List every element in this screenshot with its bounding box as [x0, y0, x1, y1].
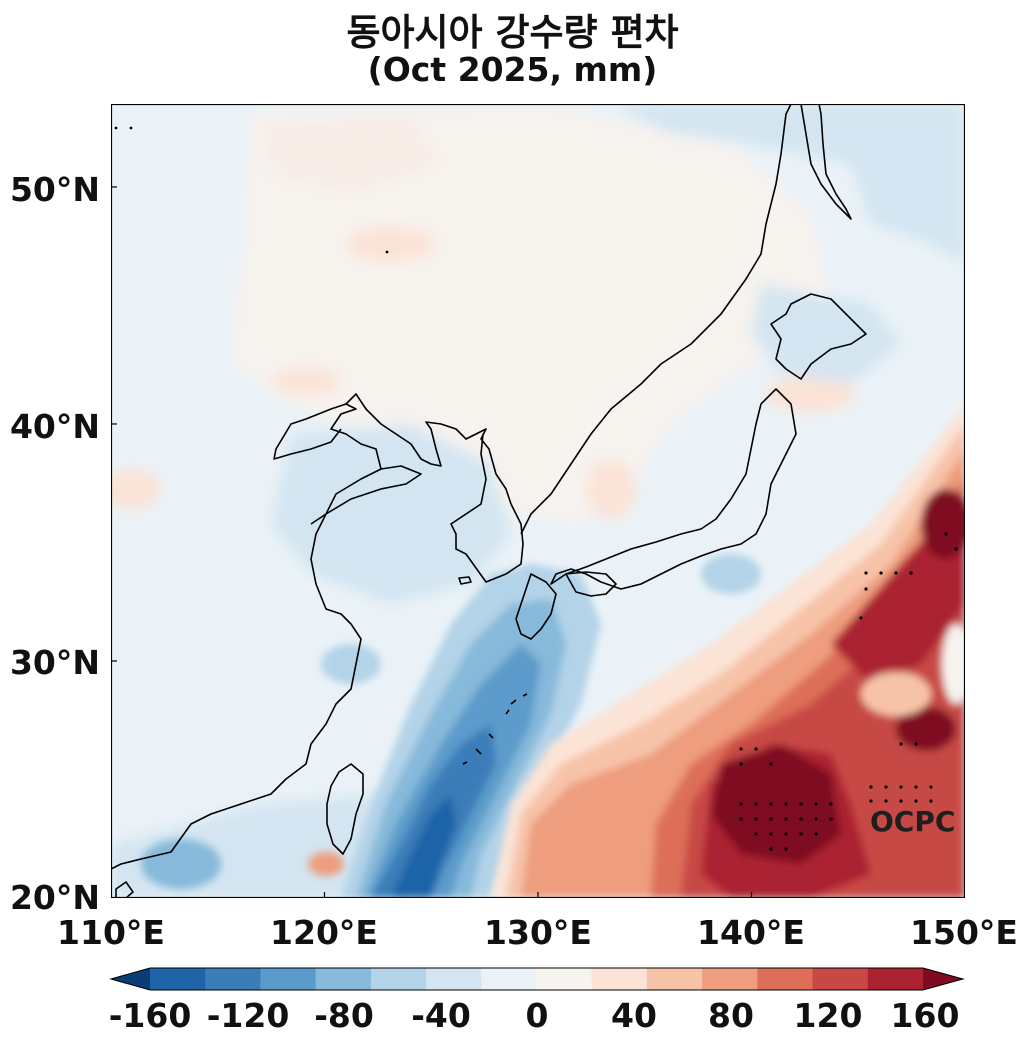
colorbar-tick: 160	[890, 996, 960, 1035]
hainan-island	[115, 881, 134, 898]
colorbar	[109, 967, 965, 991]
lat-tick-30n: 30°N	[9, 643, 100, 682]
anomaly-field	[111, 104, 965, 898]
dry-patch	[321, 644, 381, 684]
hokkaido-island	[770, 293, 867, 380]
korea-liaodong-coastline	[345, 393, 524, 583]
coastlines	[111, 104, 867, 898]
east-china-dry-region	[271, 424, 511, 604]
north-slight-wet-region	[261, 114, 441, 194]
lat-tick-50n: 50°N	[9, 170, 100, 209]
map-title-line2: (Oct 2025, mm)	[367, 50, 658, 89]
northeast-dry-region	[611, 104, 965, 264]
lon-tick-150e: 150°E	[910, 913, 1018, 952]
shikoku-island	[565, 571, 617, 597]
colorbar-segment	[205, 968, 261, 990]
colorbar-segment	[150, 968, 206, 990]
colorbar-tick: 0	[525, 996, 549, 1035]
colorbar-tick: -40	[411, 996, 471, 1035]
wet-patch	[308, 852, 344, 876]
colorbar-segment	[757, 968, 814, 990]
ryukyu-islands	[462, 693, 528, 765]
land-slight-wet-region	[231, 104, 831, 524]
lon-tick-140e: 140°E	[697, 913, 805, 952]
colorbar-tick: -120	[206, 996, 290, 1035]
local-wet-patch	[346, 226, 436, 262]
relative-dry-gap	[861, 672, 931, 716]
significance-stipple	[114, 126, 958, 851]
colorbar-tick: 120	[793, 996, 863, 1035]
shandong-peninsula	[310, 465, 422, 525]
local-wet-patch	[586, 459, 636, 519]
axis-ticks	[111, 186, 965, 898]
ocpc-watermark: OCPC	[870, 805, 956, 838]
wet-core	[921, 489, 965, 559]
map-title-line1: 동아시아 강수량 편차	[346, 11, 679, 54]
local-wet-patch	[766, 376, 856, 412]
russia-coastline	[520, 104, 792, 535]
sakhalin-island	[800, 104, 852, 220]
precipitation-anomaly-map	[111, 104, 965, 898]
ecs-dry-level5	[391, 794, 456, 898]
dry-patch	[701, 554, 761, 594]
colorbar-segment	[370, 968, 427, 990]
local-wet-patch	[111, 469, 161, 509]
lon-tick-120e: 120°E	[270, 913, 378, 952]
ecs-dry-level4	[371, 724, 496, 898]
lon-tick-130e: 130°E	[484, 913, 592, 952]
colorbar-segment	[867, 968, 924, 990]
local-wet-patch	[271, 368, 341, 396]
taiwan-island	[326, 763, 364, 855]
colorbar-segment	[812, 968, 869, 990]
colorbar-segment	[591, 968, 648, 990]
kyushu-island	[515, 573, 557, 640]
colorbar-tick: 40	[611, 996, 657, 1035]
relative-dry-gap	[942, 624, 965, 704]
colorbar-segment	[646, 968, 703, 990]
colorbar-segment	[702, 968, 758, 990]
colorbar-segment	[536, 968, 593, 990]
colorbar-extend-low	[111, 968, 150, 990]
colorbar-tick: 80	[708, 996, 754, 1035]
colorbar-tick: -80	[314, 996, 374, 1035]
pacific-wet-core	[711, 744, 841, 864]
lat-tick-20n: 20°N	[9, 878, 100, 917]
lat-tick-40n: 40°N	[9, 407, 100, 446]
jeju-island	[458, 576, 472, 585]
colorbar-tick: -160	[108, 996, 192, 1035]
colorbar-segment	[426, 968, 482, 990]
lon-tick-110e: 110°E	[57, 913, 165, 952]
colorbar-outline	[109, 967, 965, 991]
honshu-island	[550, 388, 797, 590]
colorbar-segment	[260, 968, 317, 990]
china-coastline	[111, 403, 382, 870]
colorbar-segment	[481, 968, 537, 990]
colorbar-extend-high	[923, 968, 963, 990]
wet-core	[896, 707, 956, 751]
dry-patch	[141, 839, 221, 889]
colorbar-segment	[315, 968, 372, 990]
